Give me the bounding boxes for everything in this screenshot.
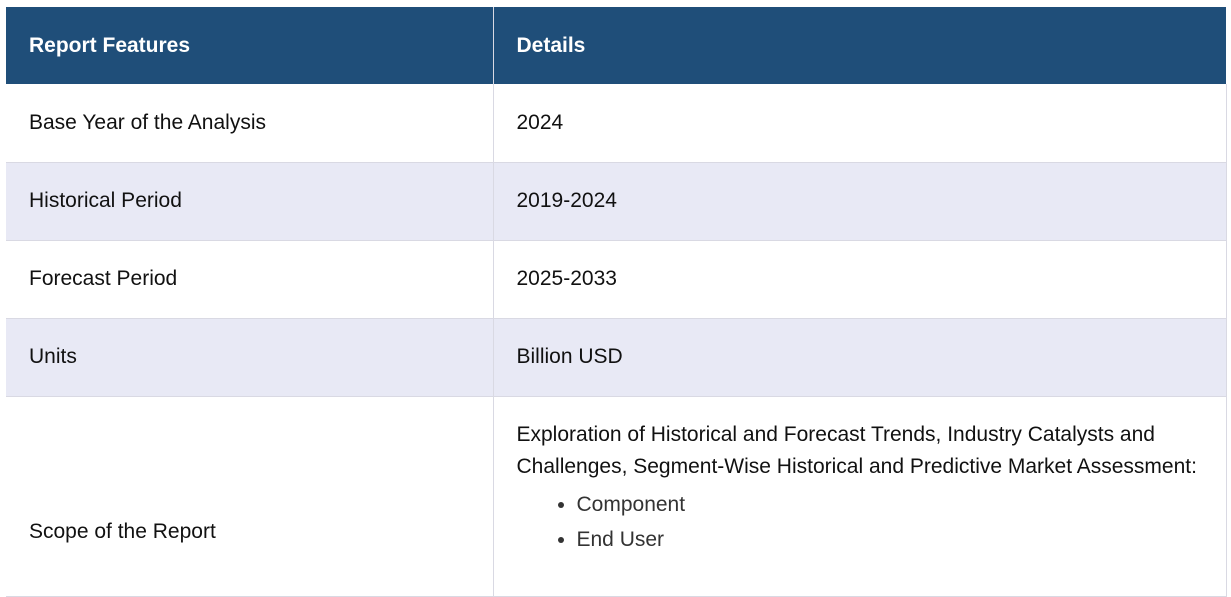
details-cell: Exploration of Historical and Forecast T…	[493, 396, 1227, 597]
table-row: Units Billion USD	[6, 318, 1227, 397]
feature-cell: Forecast Period	[6, 240, 494, 319]
scope-label: Scope of the Report	[29, 519, 216, 543]
table-body: Base Year of the Analysis 2024 Historica…	[6, 84, 1227, 597]
scope-description: Exploration of Historical and Forecast T…	[516, 422, 1197, 478]
scope-segment-list: Component End User	[517, 487, 1203, 557]
feature-cell: Units	[6, 318, 494, 397]
details-cell: Billion USD	[493, 318, 1227, 397]
report-features-table: Report Features Details Base Year of the…	[6, 7, 1227, 597]
table-header-row: Report Features Details	[6, 7, 1226, 84]
feature-cell: Historical Period	[6, 162, 494, 241]
table-row: Historical Period 2019-2024	[6, 162, 1227, 241]
details-cell: 2024	[493, 84, 1227, 163]
feature-cell: Scope of the Report	[6, 396, 494, 597]
column-header-details: Details	[493, 7, 1226, 84]
table-row: Base Year of the Analysis 2024	[6, 84, 1227, 163]
feature-cell: Base Year of the Analysis	[6, 84, 494, 163]
table-row-scope: Scope of the Report Exploration of Histo…	[6, 396, 1227, 597]
details-cell: 2025-2033	[493, 240, 1227, 319]
list-item: Component	[577, 487, 1203, 522]
table-header: Report Features Details	[6, 7, 1226, 84]
column-header-report-features: Report Features	[6, 7, 494, 84]
list-item: End User	[577, 522, 1203, 557]
details-cell: 2019-2024	[493, 162, 1227, 241]
table-row: Forecast Period 2025-2033	[6, 240, 1227, 319]
